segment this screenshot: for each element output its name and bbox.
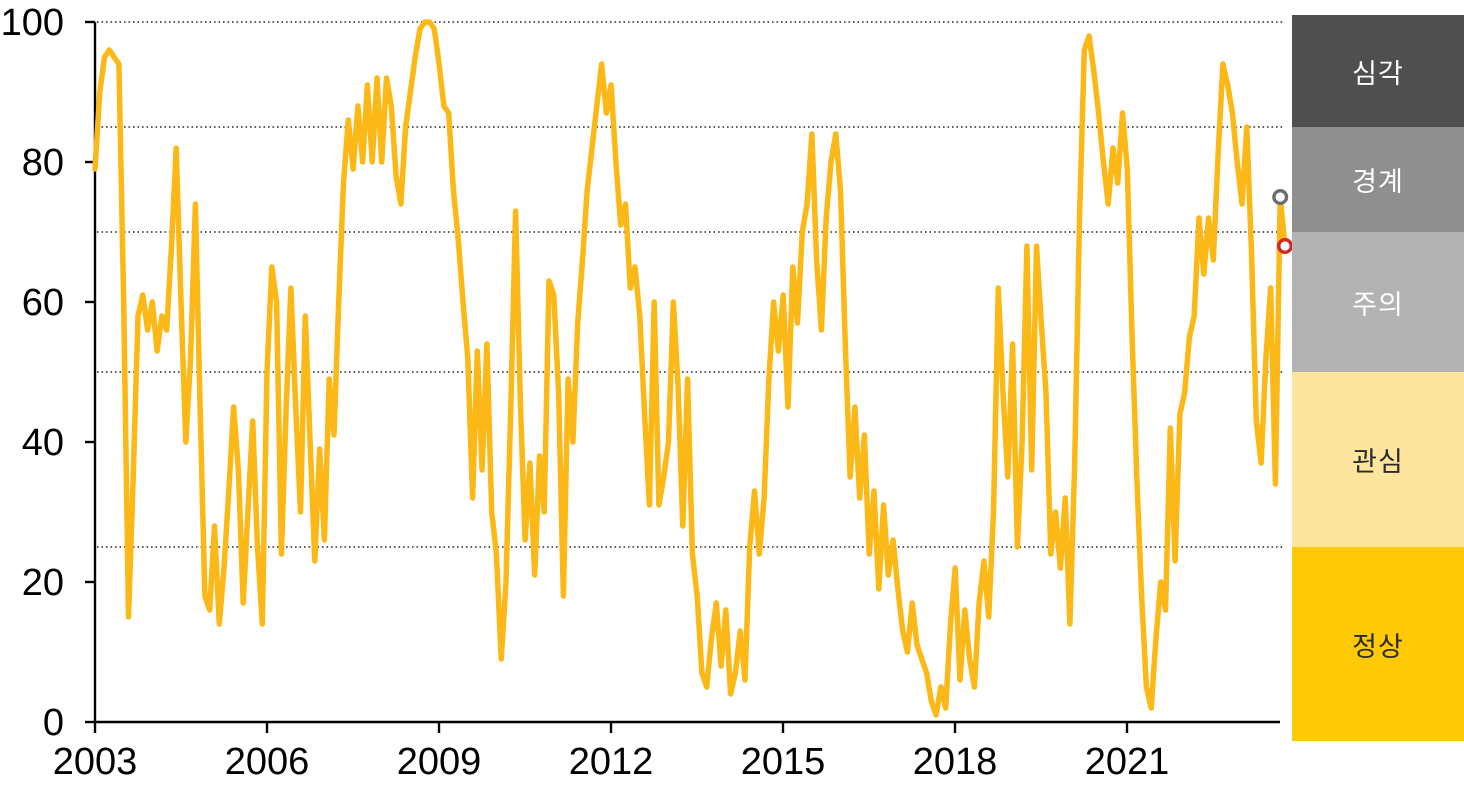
latest-month-marker: [1276, 237, 1293, 254]
y-tick-label-100: 100: [1, 2, 64, 44]
x-tick-label-2021: 2021: [1085, 741, 1170, 783]
x-tick-label-2018: 2018: [913, 741, 998, 783]
x-tick-label-2015: 2015: [741, 741, 826, 783]
x-tick-label-2012: 2012: [569, 741, 654, 783]
risk-zone-interest: 관심: [1292, 372, 1464, 547]
risk-zone-severe: 심각: [1292, 15, 1464, 127]
risk-zone-caution: 주의: [1292, 232, 1464, 372]
y-tick-label-60: 60: [22, 282, 64, 324]
previous-month-marker: [1272, 188, 1289, 205]
x-tick-label-2003: 2003: [53, 741, 138, 783]
risk-zone-label-normal: 정상: [1352, 631, 1404, 662]
y-tick-label-40: 40: [22, 422, 64, 464]
risk-zone-label-severe: 심각: [1352, 58, 1404, 89]
x-tick-label-2006: 2006: [225, 741, 310, 783]
x-tick-label-2009: 2009: [397, 741, 482, 783]
risk-zone-label-alert: 경계: [1352, 167, 1404, 197]
risk-zone-label-caution: 주의: [1352, 289, 1404, 320]
risk-zone-alert: 경계: [1292, 127, 1464, 232]
y-tick-label-80: 80: [22, 142, 64, 184]
y-tick-label-0: 0: [43, 702, 64, 744]
risk-zone-label-interest: 관심: [1352, 447, 1404, 477]
y-tick-label-20: 20: [22, 562, 64, 604]
risk-zone-normal: 정상: [1292, 547, 1464, 741]
stress-index-line: [92, 19, 1288, 718]
